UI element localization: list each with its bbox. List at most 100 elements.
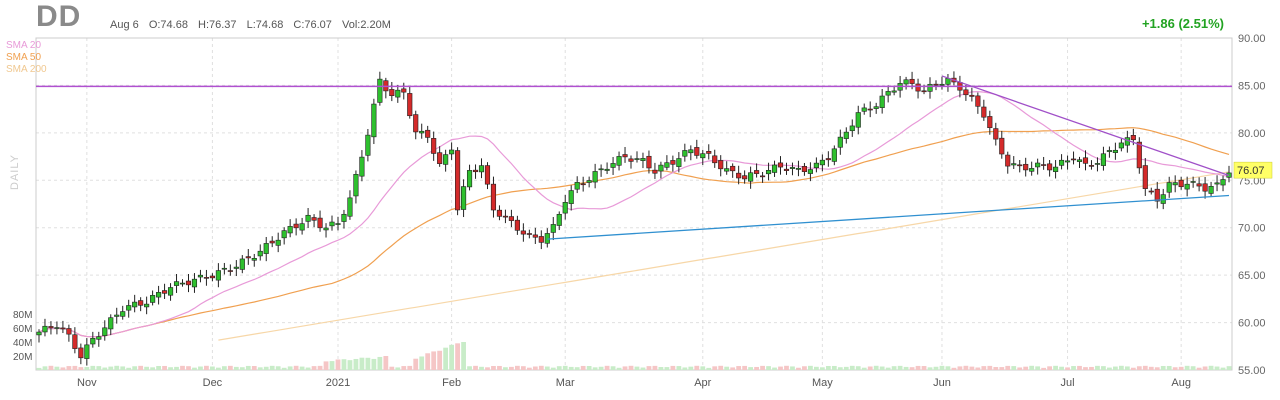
candle-body	[72, 334, 78, 349]
volume-bar	[610, 366, 616, 370]
candle-body	[269, 240, 275, 244]
volume-bar	[168, 367, 173, 370]
candle-body	[179, 282, 186, 285]
candle-body	[1196, 183, 1202, 187]
candle-body	[1148, 190, 1154, 193]
candle-body	[209, 275, 215, 279]
volume-bar	[162, 365, 167, 370]
price-change: +1.86 (2.51%)	[1141, 16, 1224, 31]
x-tick-label: May	[812, 377, 833, 389]
volume-bar	[126, 367, 132, 370]
x-tick-label: Jul	[1061, 377, 1075, 389]
volume-bar	[718, 365, 724, 370]
volume-bar	[419, 356, 425, 370]
volume-bar	[1160, 365, 1166, 370]
volume-bar	[485, 367, 490, 370]
volume-bar	[993, 367, 999, 370]
volume-bar	[1101, 366, 1106, 370]
candle-body	[963, 89, 969, 96]
volume-bar	[885, 367, 891, 370]
volume-bar	[437, 350, 443, 370]
candle-body	[658, 164, 664, 172]
volume-bar	[1107, 367, 1112, 370]
candle-body	[138, 300, 144, 306]
volume-bar	[580, 365, 586, 370]
candle-body	[909, 78, 915, 84]
candle-body	[1058, 159, 1065, 166]
volume-bar	[383, 356, 389, 370]
candle-body	[365, 134, 371, 156]
candle-body	[1041, 164, 1047, 166]
candle-body	[413, 114, 419, 133]
candle-body	[748, 172, 754, 182]
volume-bar	[825, 365, 831, 370]
candle-body	[1100, 153, 1107, 166]
volume-bar	[204, 365, 209, 370]
candle-body	[921, 90, 927, 93]
volume-bar	[1148, 366, 1154, 370]
candle-body	[233, 266, 239, 269]
candle-body	[849, 125, 855, 132]
volume-bar	[210, 366, 215, 370]
candle-body	[574, 182, 580, 190]
candle-body	[616, 156, 622, 166]
candle-body	[520, 230, 526, 235]
volume-bar	[712, 366, 718, 370]
volume-bar	[1166, 365, 1172, 370]
candle-body	[742, 175, 748, 180]
candle-body	[634, 158, 640, 160]
volume-bar	[479, 366, 484, 370]
uptrend-line	[547, 194, 1230, 240]
candle-body	[819, 159, 825, 166]
candle-body	[628, 158, 634, 162]
volume-bar	[652, 365, 658, 370]
volume-bar	[778, 366, 783, 370]
candle-body	[825, 158, 831, 161]
candle-body	[323, 227, 329, 231]
candle-body	[1088, 165, 1095, 167]
volume-bar	[514, 365, 520, 370]
volume-bar	[1178, 366, 1184, 370]
volume-bar	[90, 365, 96, 370]
volume-bar	[48, 365, 54, 370]
volume-bar	[975, 367, 981, 370]
candle-body	[550, 224, 556, 233]
volume-bar	[395, 367, 401, 370]
volume-bar	[353, 358, 359, 370]
volume-bar	[1130, 367, 1136, 370]
y-tick-label: 65.00	[1238, 270, 1266, 282]
candle-body	[1029, 168, 1035, 172]
volume-bar	[819, 367, 825, 370]
candle-body	[879, 95, 885, 108]
candle-body	[1070, 158, 1077, 161]
volume-bar	[341, 359, 347, 370]
volume-bar	[1041, 367, 1047, 370]
volume-bar	[634, 366, 640, 370]
candle-body	[580, 183, 586, 186]
candle-body	[102, 327, 108, 336]
volume-bar	[562, 365, 568, 370]
volume-bar	[1172, 367, 1178, 370]
volume-bar	[933, 366, 939, 370]
volume-bar	[676, 366, 682, 370]
volume-bar	[401, 366, 407, 370]
volume-bar	[1017, 367, 1023, 370]
candle-body	[455, 150, 461, 211]
candle-body	[1184, 183, 1190, 190]
candle-body	[114, 314, 120, 317]
candle-body	[311, 217, 317, 221]
volume-bar	[574, 367, 580, 370]
candle-body	[443, 154, 449, 165]
candle-body	[1106, 150, 1112, 152]
volume-bar	[377, 356, 383, 370]
volume-bar	[1035, 366, 1041, 370]
candle-body	[759, 175, 766, 178]
volume-bar	[604, 365, 610, 370]
volume-bar	[526, 367, 532, 370]
volume-bar	[215, 367, 221, 370]
candle-body	[395, 89, 401, 98]
candle-body	[682, 150, 688, 157]
last-price-label: 76.07	[1237, 165, 1265, 177]
candle-body	[478, 165, 485, 173]
